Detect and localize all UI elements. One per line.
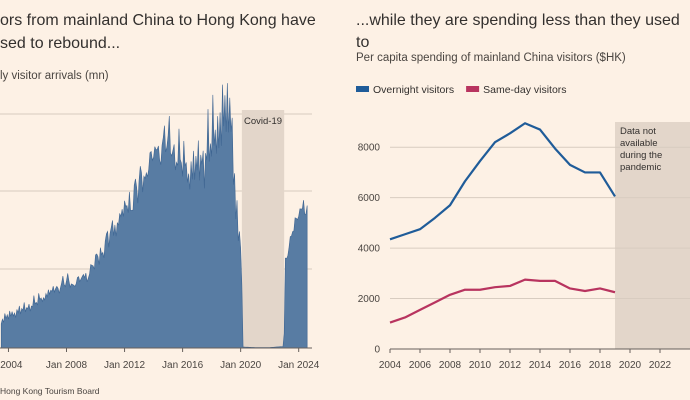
no-data-annotation-line-3: pandemic <box>620 162 661 173</box>
no-data-annotation-line-1: available <box>620 138 658 149</box>
covid-label: Covid-19 <box>244 116 282 127</box>
left-x-tick-label-3: Jan 2016 <box>162 360 204 371</box>
left-x-tick-label-0: 2004 <box>0 360 23 371</box>
right-x-tick-label-4: 2012 <box>499 360 522 371</box>
right-x-tick-label-8: 2020 <box>619 360 642 371</box>
right-x-tick-label-3: 2010 <box>469 360 492 371</box>
legend-label-0: Overnight visitors <box>373 84 454 96</box>
left-x-tick-label-2: Jan 2012 <box>104 360 146 371</box>
legend-swatch-0 <box>356 86 369 92</box>
right-x-tick-label-2: 2008 <box>439 360 462 371</box>
series-line-0 <box>389 122 616 241</box>
left-title-line1: ors from mainland China to Hong Kong hav… <box>0 12 316 29</box>
right-title: ...while they are spending less than the… <box>356 12 680 51</box>
right-x-tick-label-9: 2022 <box>649 360 672 371</box>
right-x-tick-label-7: 2018 <box>589 360 612 371</box>
right-y-tick-label-2: 4000 <box>358 244 381 255</box>
left-subtitle: ly visitor arrivals (mn) <box>0 70 109 82</box>
right-x-tick-label-5: 2014 <box>529 360 552 371</box>
no-data-shade <box>615 122 690 349</box>
left-title-line2: sed to rebound... <box>0 35 121 52</box>
left-x-tick-label-1: Jan 2008 <box>46 360 88 371</box>
right-y-tick-label-3: 6000 <box>358 193 381 204</box>
covid-shade <box>241 110 285 348</box>
no-data-annotation-line-0: Data not <box>620 126 656 137</box>
right-y-tick-label-4: 8000 <box>358 143 381 154</box>
left-x-tick-label-5: Jan 2024 <box>278 360 320 371</box>
right-x-tick-label-6: 2016 <box>559 360 582 371</box>
right-x-tick-label-0: 2004 <box>379 360 402 371</box>
no-data-annotation-line-2: during the <box>620 150 662 161</box>
series-line-1 <box>389 278 616 324</box>
right-y-tick-label-0: 0 <box>374 345 380 356</box>
legend-label-1: Same-day visitors <box>483 84 566 96</box>
left-x-tick-label-4: Jan 2020 <box>220 360 262 371</box>
right-subtitle: Per capita spending of mainland China vi… <box>356 52 626 64</box>
right-y-tick-label-1: 2000 <box>358 294 381 305</box>
right-x-tick-label-1: 2006 <box>409 360 432 371</box>
legend-swatch-1 <box>466 86 480 92</box>
source-note: Hong Kong Tourism Board <box>0 386 100 396</box>
